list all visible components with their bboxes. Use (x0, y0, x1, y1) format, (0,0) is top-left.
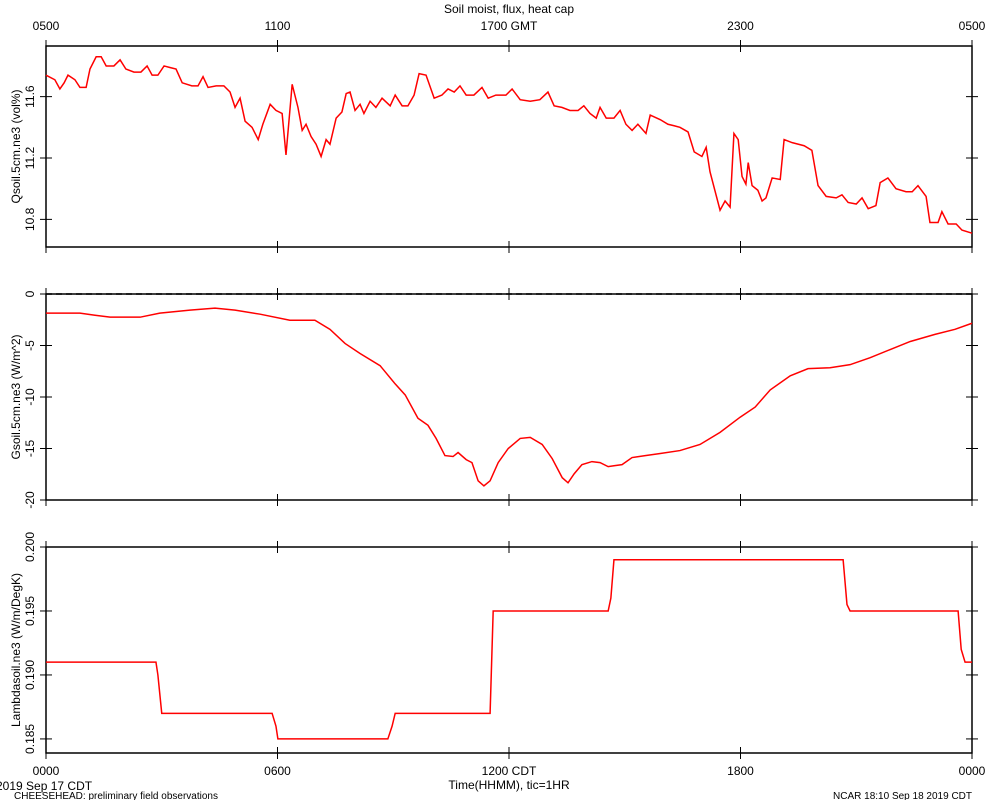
y-axis-label: Qsoil.5cm.ne3 (vol%) (9, 89, 23, 203)
y-tick-label: -5 (23, 340, 37, 351)
y-tick-label: -20 (23, 491, 37, 509)
y-axis-label: Gsoil.5cm.ne3 (W/m^2) (9, 335, 23, 460)
y-tick-label: 11.6 (23, 85, 37, 108)
plot-frame (45, 546, 973, 754)
x2-tick-label: 2300 (727, 19, 754, 33)
x2-tick-label: 1700 GMT (481, 19, 538, 33)
y-tick-label: 0 (23, 290, 37, 297)
y-tick-label: 0.185 (23, 724, 37, 754)
y-tick-label: 0.190 (23, 660, 37, 690)
data-line (45, 55, 973, 234)
x-tick-label: 0600 (264, 764, 291, 778)
chart-title: Soil moist, flux, heat cap (444, 2, 574, 16)
y-tick-label: 11.2 (23, 146, 37, 169)
x2-tick-label: 0500 (959, 19, 986, 33)
data-line (46, 559, 972, 740)
plot-frame (45, 293, 973, 501)
y-tick-label: -10 (23, 388, 37, 406)
plot-frame (45, 45, 973, 248)
x-tick-label: 1200 CDT (482, 764, 537, 778)
y-axis-label: Lambdasoil.ne3 (W/m/DegK) (9, 573, 23, 727)
x2-tick-label: 1100 (265, 19, 291, 33)
data-line (46, 307, 973, 487)
project-note: CHEESEHEAD: preliminary field observatio… (14, 791, 218, 800)
y-tick-label: 10.8 (23, 207, 37, 231)
y-tick-label: 0.195 (23, 596, 37, 626)
x-tick-label: 0000 (959, 764, 986, 778)
x2-tick-label: 0500 (33, 19, 60, 33)
x-tick-label: 1800 (727, 764, 754, 778)
credit: NCAR 18:10 Sep 18 2019 CDT (833, 791, 972, 800)
y-tick-label: -15 (23, 440, 37, 458)
date-label: 2019 Sep 17 CDT (0, 779, 93, 793)
y-tick-label: 0.200 (23, 532, 37, 562)
x-tick-label: 0000 (33, 764, 60, 778)
x-axis-label: Time(HHMM), tic=1HR (448, 778, 570, 792)
